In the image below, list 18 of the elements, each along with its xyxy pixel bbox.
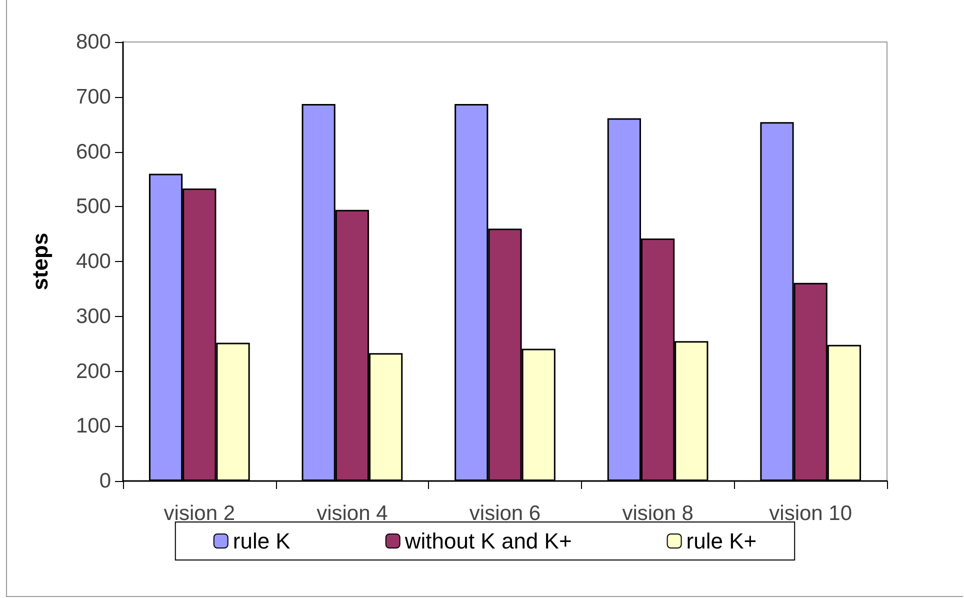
y-tick-label: 500	[76, 195, 111, 218]
y-tick-label: 800	[76, 30, 111, 54]
x-tick-label: vision 8	[622, 502, 694, 525]
x-tick-label: vision 4	[316, 502, 388, 525]
y-axis-title: steps	[28, 232, 52, 290]
y-tick-label: 0	[99, 470, 111, 492]
y-tick-label: 300	[76, 304, 111, 328]
y-tick-label: 600	[76, 140, 111, 164]
x-tick-label: vision 2	[164, 502, 235, 525]
legend-label: rule K+	[686, 528, 757, 554]
x-tick-label: vision 6	[469, 502, 541, 525]
y-tick-label: 200	[76, 360, 111, 383]
y-tick-label: 400	[76, 250, 111, 273]
x-tick-label: vision 10	[769, 502, 852, 525]
legend-label: without K and K+	[404, 528, 572, 554]
y-tick-label: 700	[76, 85, 111, 108]
y-tick-label: 100	[76, 414, 111, 438]
legend-label: rule K	[232, 528, 291, 554]
